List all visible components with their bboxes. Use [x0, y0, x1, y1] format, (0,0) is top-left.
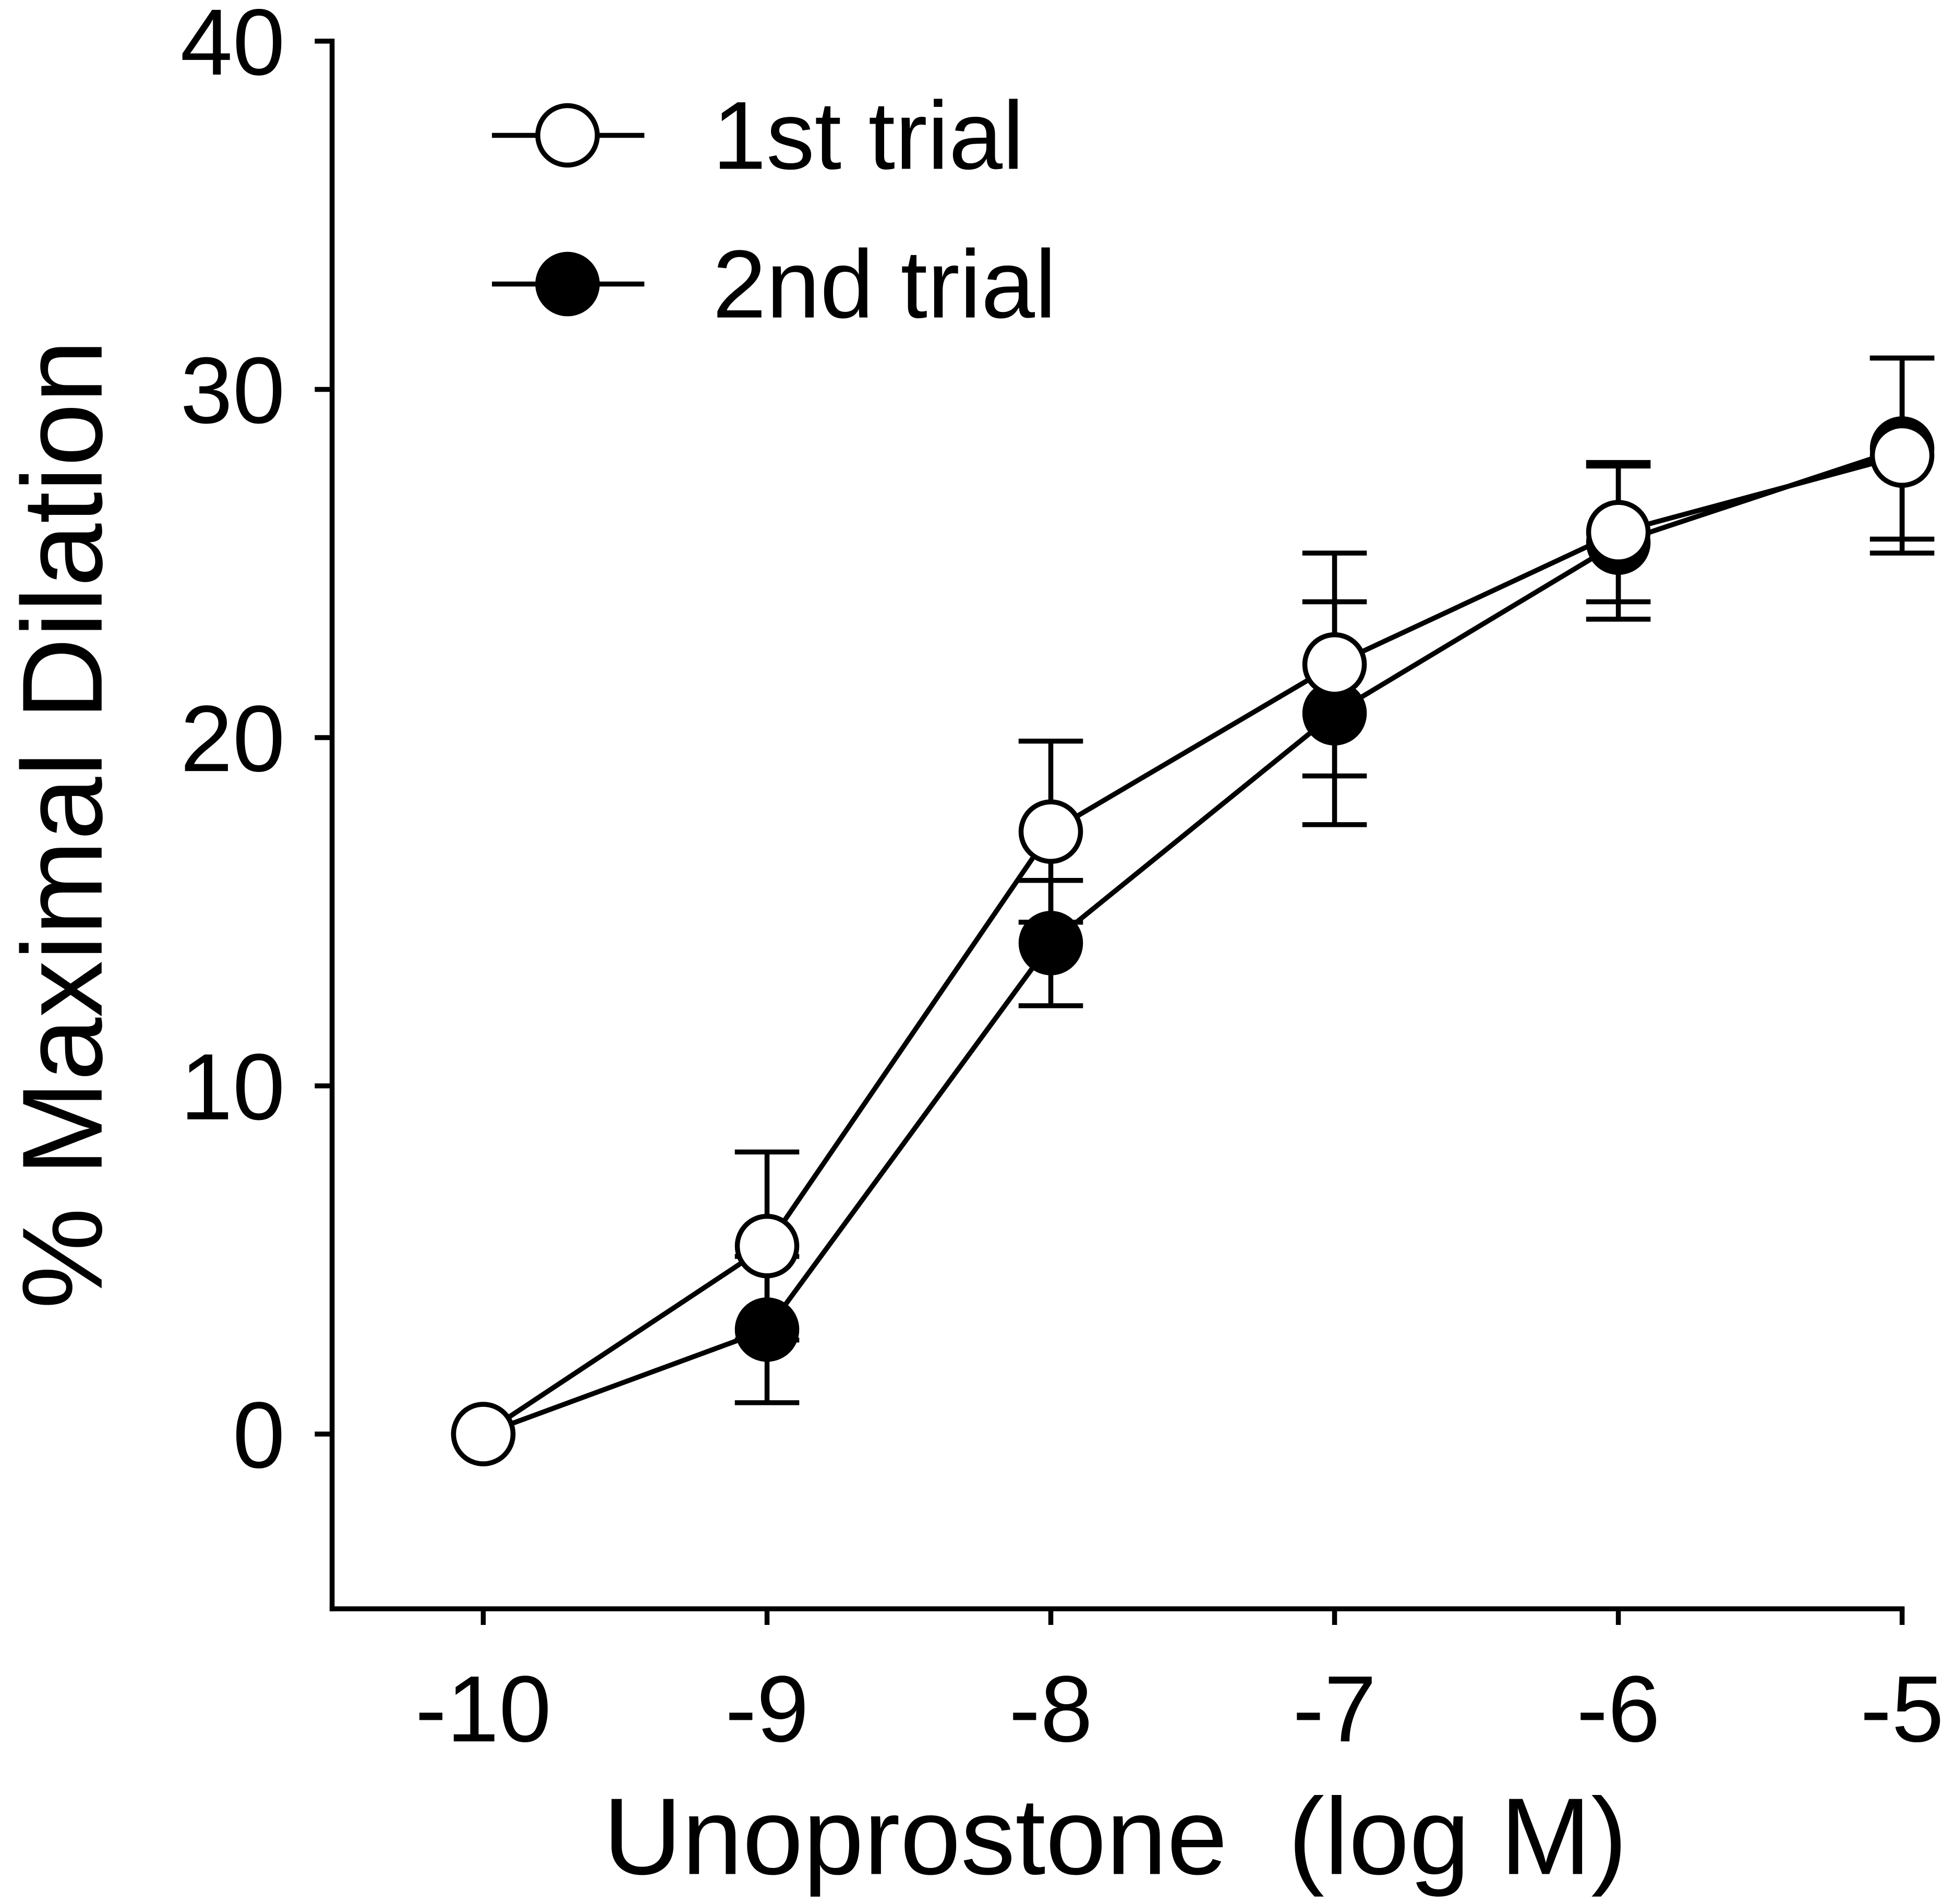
y-tick-label: 30: [180, 339, 285, 443]
legend-label-2nd-trial: 2nd trial: [713, 231, 1056, 339]
legend-label-1st-trial: 1st trial: [713, 82, 1024, 190]
y-axis-label: % Maximal Dilation: [0, 340, 126, 1309]
x-tick-label: -6: [1576, 1657, 1660, 1762]
legend-marker-open-circle: [535, 103, 600, 168]
data-point-2nd-trial: [734, 1297, 800, 1362]
data-point-1st-trial: [1302, 632, 1367, 697]
legend-marker-filled-circle: [535, 251, 600, 317]
axes: [329, 39, 1905, 1611]
data-point-1st-trial: [1869, 423, 1935, 488]
x-axis-label: Unoprostone (log M): [603, 1776, 1627, 1897]
y-tick-label: 10: [180, 1035, 285, 1140]
series-line-2: [482, 446, 1903, 1437]
data-point-1st-trial: [1586, 500, 1651, 564]
y-tick-label: 0: [233, 1383, 285, 1488]
legend: 1st trial 2nd trial: [492, 82, 1056, 339]
x-tick-label: -8: [1009, 1657, 1093, 1762]
data-point-1st-trial: [734, 1213, 800, 1279]
y-tick-label: 20: [180, 686, 285, 791]
data-point-1st-trial: [451, 1402, 516, 1466]
y-tick-label: 40: [180, 0, 285, 95]
x-tick-label: -10: [415, 1657, 551, 1762]
series-line-1: [481, 453, 1903, 1437]
x-tick-label: -5: [1860, 1657, 1943, 1762]
x-tick-label: -7: [1293, 1657, 1377, 1762]
data-point-1st-trial: [1018, 799, 1083, 864]
x-tick-label: -9: [725, 1657, 809, 1762]
data-point-2nd-trial: [1018, 911, 1083, 975]
